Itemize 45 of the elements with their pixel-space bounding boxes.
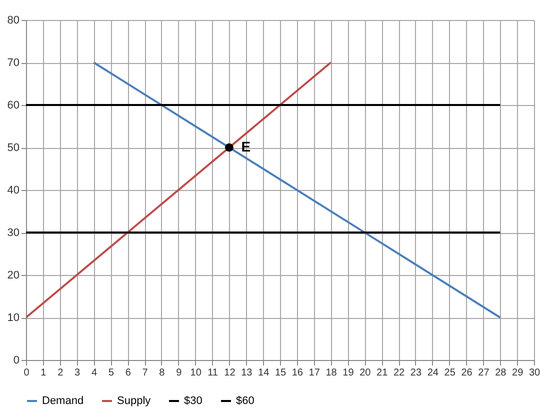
x-tick-label: 0 <box>24 368 30 378</box>
x-tick-label: 6 <box>125 368 132 378</box>
x-tick-label: 1 <box>40 368 47 378</box>
x-tick-label: 19 <box>342 368 354 378</box>
x-tick-label: 12 <box>224 368 236 378</box>
y-tick-label: 70 <box>7 57 20 69</box>
legend-label: Supply <box>117 395 152 407</box>
x-tick-label: 23 <box>410 368 422 378</box>
y-tick-label: 40 <box>7 184 20 196</box>
x-tick-label: 25 <box>444 368 456 378</box>
x-tick-label: 29 <box>512 368 524 378</box>
x-tick-label: 14 <box>258 368 270 378</box>
x-tick-label: 18 <box>326 368 338 378</box>
x-tick-label: 28 <box>495 368 507 378</box>
x-tick-label: 8 <box>159 368 166 378</box>
x-tick-label: 9 <box>176 368 182 378</box>
x-tick-label: 5 <box>108 368 114 378</box>
x-tick-label: 21 <box>376 368 388 378</box>
x-tick-label: 2 <box>58 368 64 378</box>
legend-label: $60 <box>236 395 254 407</box>
y-tick-label: 0 <box>13 354 20 366</box>
y-tick-label: 30 <box>7 227 20 239</box>
legend-label: Demand <box>42 395 84 407</box>
x-tick-label: 10 <box>190 368 202 378</box>
x-tick-label: 30 <box>528 368 540 378</box>
annotation: E <box>241 138 251 154</box>
y-tick-label: 20 <box>7 270 20 282</box>
y-tick-label: 80 <box>7 14 20 26</box>
x-tick-label: 22 <box>393 368 406 378</box>
x-tick-label: 11 <box>208 368 218 378</box>
x-tick-label: 3 <box>74 368 81 378</box>
x-tick-label: 16 <box>292 368 304 378</box>
y-tick-label: 50 <box>7 142 20 154</box>
x-tick-label: 24 <box>427 368 439 378</box>
x-tick-label: 13 <box>241 368 253 378</box>
y-tick-label: 10 <box>7 312 20 324</box>
x-tick-label: 7 <box>142 368 148 378</box>
x-tick-label: 20 <box>360 368 372 378</box>
x-tick-label: 4 <box>91 368 98 378</box>
x-tick-label: 26 <box>461 368 473 378</box>
x-tick-label: 27 <box>478 368 490 378</box>
x-tick-label: 15 <box>274 368 286 378</box>
y-tick-label: 60 <box>7 100 20 112</box>
x-tick-label: 17 <box>308 368 320 378</box>
legend-label: $30 <box>184 395 202 407</box>
